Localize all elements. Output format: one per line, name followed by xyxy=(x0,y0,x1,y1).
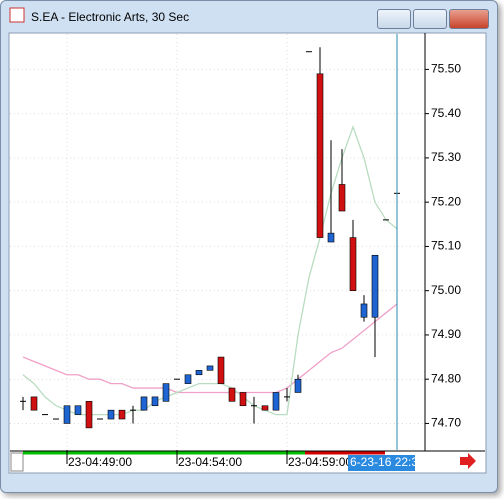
candle-body xyxy=(338,184,346,212)
y-tick-label: 74.80 xyxy=(431,371,461,385)
candle-body xyxy=(74,405,82,415)
candle-body xyxy=(316,73,324,238)
candle-body xyxy=(371,254,379,318)
window-title: S.EA - Electronic Arts, 30 Sec xyxy=(31,10,190,24)
candle-body xyxy=(327,232,335,243)
candle-body xyxy=(151,396,159,407)
moving-average xyxy=(22,124,398,416)
candle-body xyxy=(195,370,203,376)
scroll-arrow[interactable] xyxy=(460,453,476,469)
candle-body xyxy=(118,409,126,420)
x-tick-label: 23-04:59:00 xyxy=(288,455,352,469)
candle-body xyxy=(217,356,225,384)
candle-body xyxy=(349,237,357,291)
y-tick-label: 75.50 xyxy=(431,62,461,76)
y-tick-label: 75.10 xyxy=(431,239,461,253)
y-tick-label: 74.70 xyxy=(431,416,461,430)
cursor-label-bg xyxy=(348,455,415,471)
candle-body xyxy=(272,392,280,411)
candle-body xyxy=(360,303,368,318)
candle-body xyxy=(184,374,192,384)
minimize-button[interactable] xyxy=(377,9,411,29)
cursor-label: 6-23-16 22:34:00 xyxy=(350,455,442,469)
y-tick-label: 75.00 xyxy=(431,283,461,297)
candle-body xyxy=(30,396,38,411)
y-tick-label: 74.90 xyxy=(431,327,461,341)
y-tick-label: 75.30 xyxy=(431,150,461,164)
x-tick-label: 23-04:49:00 xyxy=(68,455,132,469)
scroll-box[interactable] xyxy=(10,452,24,472)
candle-body xyxy=(294,378,302,393)
candle-body xyxy=(261,405,269,411)
y-tick-label: 75.20 xyxy=(431,194,461,208)
candle-body xyxy=(85,401,93,429)
candle-body xyxy=(228,387,236,402)
chart-panel xyxy=(8,32,487,474)
candle-body xyxy=(239,392,247,407)
x-tick-label: 23-04:54:00 xyxy=(178,455,242,469)
candle-body xyxy=(107,409,115,420)
title-bar: S.EA - Electronic Arts, 30 Sec xyxy=(1,1,497,31)
moving-average xyxy=(22,303,398,394)
maximize-button[interactable] xyxy=(413,9,447,29)
candle-body xyxy=(206,365,214,371)
app-icon xyxy=(9,7,25,23)
candle-body xyxy=(63,405,71,424)
candle-body xyxy=(140,396,148,411)
y-tick-label: 75.40 xyxy=(431,106,461,120)
close-button[interactable] xyxy=(449,9,489,29)
candle-body xyxy=(162,383,170,402)
